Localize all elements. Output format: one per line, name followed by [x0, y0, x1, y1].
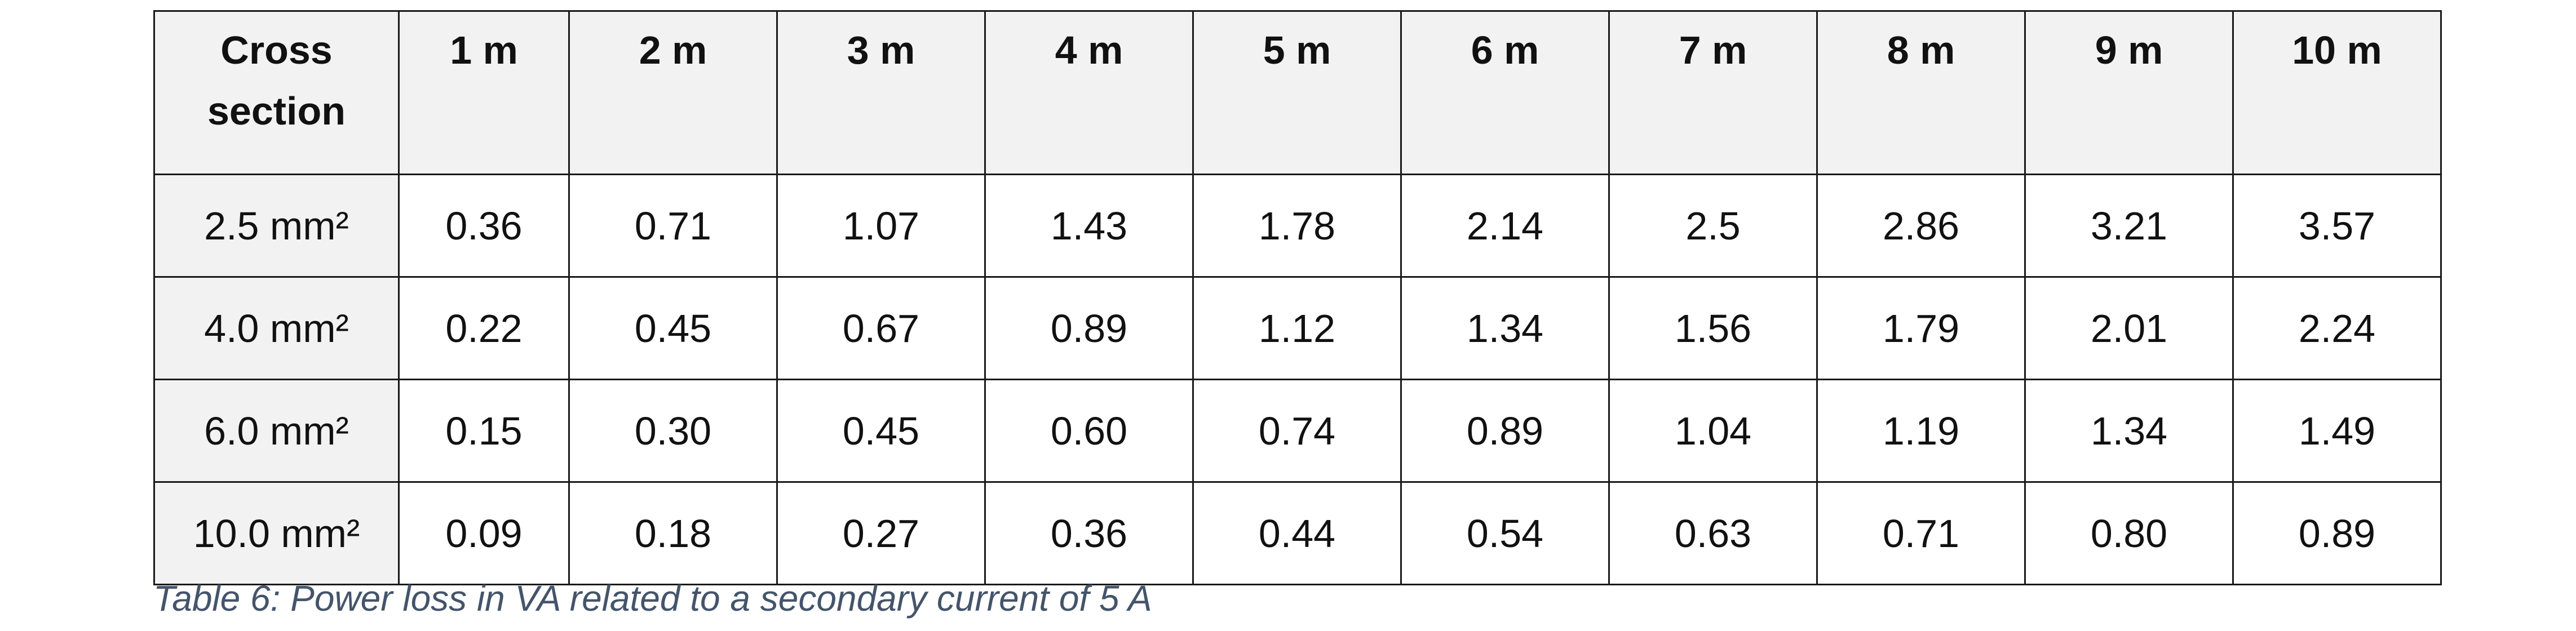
value-cell: 0.54 [1400, 481, 1610, 585]
table-row: 10.0 mm² 0.09 0.18 0.27 0.36 0.44 0.54 0.63 0.71… [153, 481, 2442, 585]
table-body: 2.5 mm² 0.36 0.71 1.07 1.43 1.78 2.14 2.5 2.86 3.… [153, 174, 2442, 585]
value-cell: 2.14 [1400, 174, 1610, 278]
table-caption: Table 6: Power loss in VA related to a s… [153, 578, 1152, 619]
value-cell: 0.80 [2024, 481, 2234, 585]
value-cell: 0.89 [984, 276, 1194, 380]
table-row: 4.0 mm² 0.22 0.45 0.67 0.89 1.12 1.34 1.56 1.79 2… [153, 276, 2442, 380]
header-cell: 5 m [1192, 10, 1402, 175]
value-cell: 1.56 [1608, 276, 1818, 380]
table-row: 6.0 mm² 0.15 0.30 0.45 0.60 0.74 0.89 1.04 1.19 1… [153, 379, 2442, 483]
value-cell: 3.21 [2024, 174, 2234, 278]
value-cell: 1.34 [2024, 379, 2234, 483]
value-cell: 0.44 [1192, 481, 1402, 585]
value-cell: 0.74 [1192, 379, 1402, 483]
value-cell: 0.67 [776, 276, 986, 380]
row-header-cell: 4.0 mm² [153, 276, 400, 380]
header-cell: 1 m [398, 10, 570, 175]
value-cell: 1.34 [1400, 276, 1610, 380]
value-cell: 2.86 [1816, 174, 2026, 278]
value-cell: 3.57 [2232, 174, 2442, 278]
value-cell: 0.18 [568, 481, 778, 585]
value-cell: 0.71 [1816, 481, 2026, 585]
value-cell: 2.01 [2024, 276, 2234, 380]
value-cell: 1.07 [776, 174, 986, 278]
value-cell: 1.19 [1816, 379, 2026, 483]
value-cell: 0.15 [398, 379, 570, 483]
value-cell: 0.09 [398, 481, 570, 585]
row-header-cell: 10.0 mm² [153, 481, 400, 585]
row-header-cell: 2.5 mm² [153, 174, 400, 278]
header-cell: 4 m [984, 10, 1194, 175]
value-cell: 2.24 [2232, 276, 2442, 380]
value-cell: 1.04 [1608, 379, 1818, 483]
value-cell: 0.60 [984, 379, 1194, 483]
header-cell: 3 m [776, 10, 986, 175]
header-cell: 10 m [2232, 10, 2442, 175]
header-cell: 6 m [1400, 10, 1610, 175]
value-cell: 0.36 [398, 174, 570, 278]
value-cell: 1.79 [1816, 276, 2026, 380]
header-cell: 2 m [568, 10, 778, 175]
header-cell: 8 m [1816, 10, 2026, 175]
value-cell: 0.36 [984, 481, 1194, 585]
value-cell: 2.5 [1608, 174, 1818, 278]
value-cell: 0.45 [776, 379, 986, 483]
value-cell: 0.89 [1400, 379, 1610, 483]
value-cell: 0.27 [776, 481, 986, 585]
value-cell: 0.63 [1608, 481, 1818, 585]
value-cell: 1.49 [2232, 379, 2442, 483]
value-cell: 0.89 [2232, 481, 2442, 585]
header-cell: 7 m [1608, 10, 1818, 175]
header-cell: 9 m [2024, 10, 2234, 175]
row-header-cell: 6.0 mm² [153, 379, 400, 483]
header-cell: Cross section [153, 10, 400, 175]
value-cell: 1.78 [1192, 174, 1402, 278]
value-cell: 1.43 [984, 174, 1194, 278]
value-cell: 1.12 [1192, 276, 1402, 380]
value-cell: 0.71 [568, 174, 778, 278]
value-cell: 0.22 [398, 276, 570, 380]
table-row: 2.5 mm² 0.36 0.71 1.07 1.43 1.78 2.14 2.5 2.86 3.… [153, 174, 2442, 278]
value-cell: 0.30 [568, 379, 778, 483]
value-cell: 0.45 [568, 276, 778, 380]
